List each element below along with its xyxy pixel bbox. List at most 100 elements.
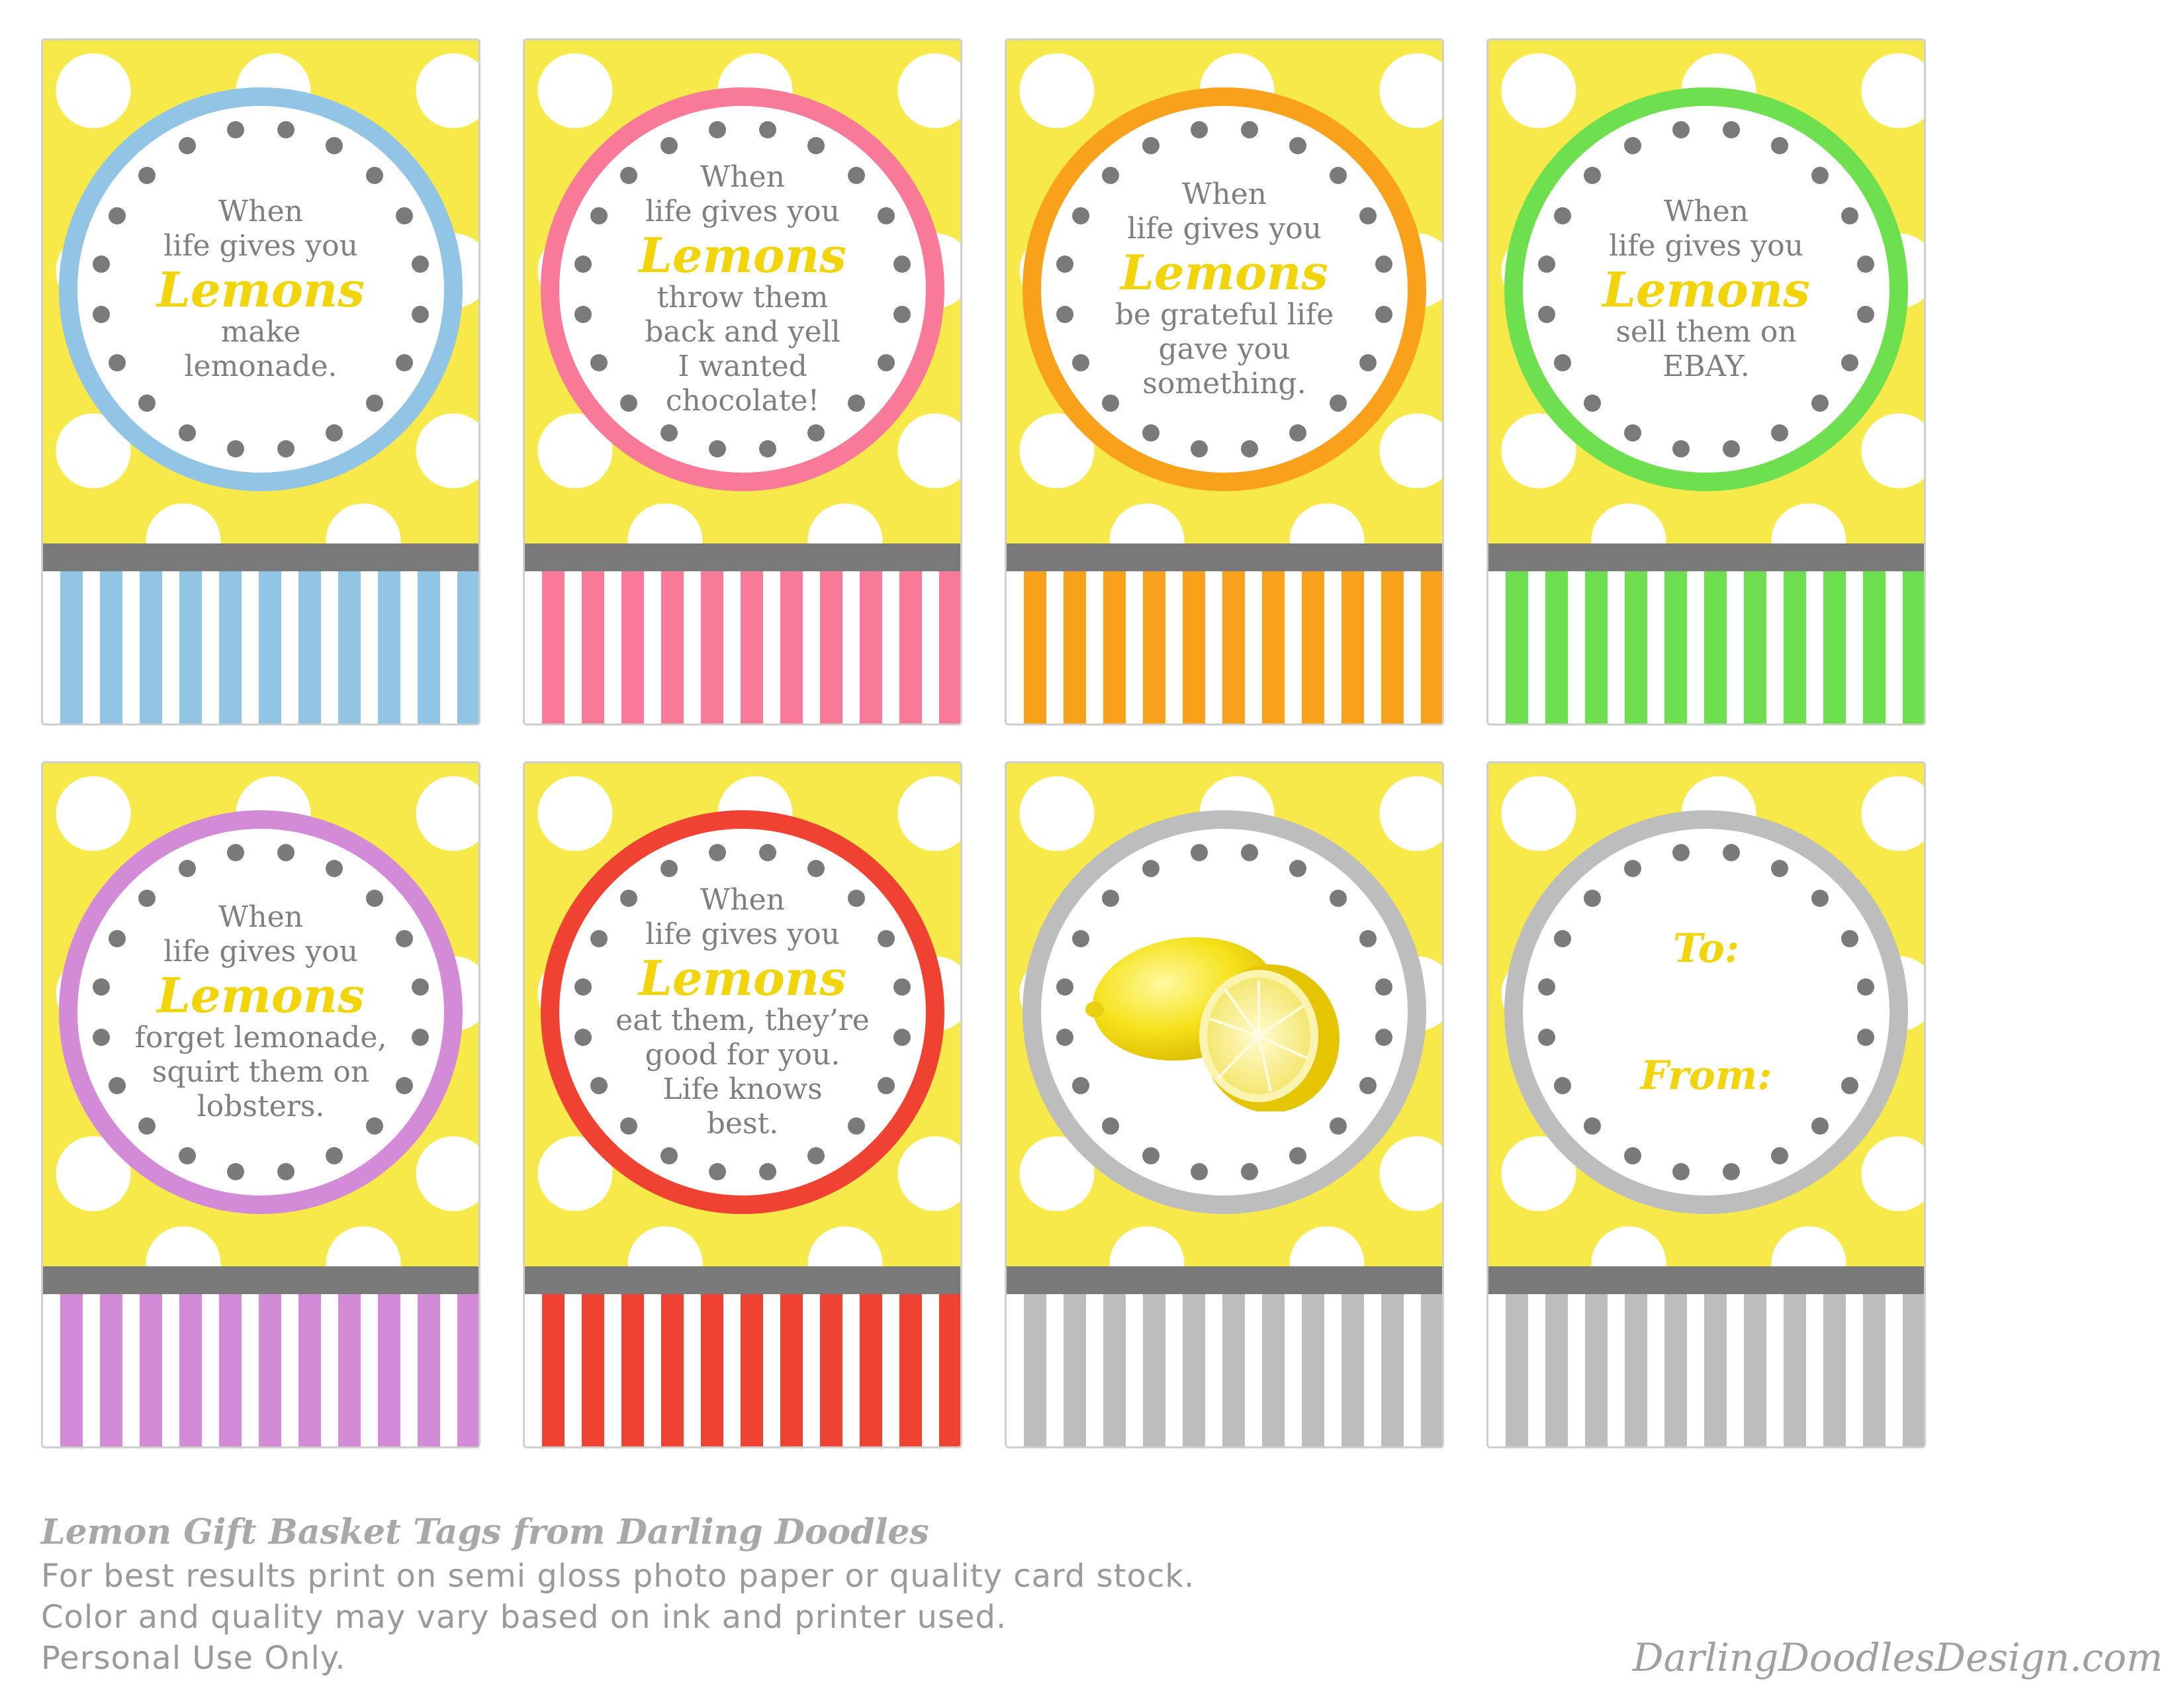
tag-quote: When life gives you Lemons throw them ba… <box>610 160 875 418</box>
ring-dot <box>759 121 777 139</box>
ring-dot <box>619 166 637 184</box>
ring-dot <box>1101 166 1119 184</box>
ring-dot <box>619 889 637 907</box>
ring-dot <box>878 1076 895 1094</box>
ring-dot <box>807 136 825 154</box>
ring-dot <box>179 424 197 442</box>
ring-dot <box>1538 978 1556 996</box>
ring-dot <box>1856 306 1874 324</box>
ring-dot <box>1672 1162 1690 1180</box>
ring-dot <box>1841 353 1859 371</box>
quote-line: chocolate! <box>665 384 820 418</box>
tag-green: When life gives you Lemons sell them on … <box>1486 38 1926 726</box>
ring-dot <box>1770 424 1788 442</box>
footer: Lemon Gift Basket Tags from Darling Dood… <box>41 1509 1195 1679</box>
dot-ring <box>77 106 444 473</box>
ring-dot <box>1553 1076 1571 1094</box>
ring-dot <box>1841 1076 1859 1094</box>
dot-ring <box>559 106 926 473</box>
tag-purple: When life gives you Lemons forget lemona… <box>41 761 480 1448</box>
dot-ring <box>1041 106 1408 473</box>
ring-dot <box>708 844 726 862</box>
ring-dot <box>1101 1117 1119 1135</box>
ring-dot <box>1538 255 1556 273</box>
ring-dot <box>574 306 592 324</box>
stripe-band <box>43 1294 478 1446</box>
ring-dot <box>325 1147 343 1165</box>
quote-line: When <box>700 883 785 917</box>
ring-dot <box>1723 121 1741 139</box>
ring-dot <box>1538 1029 1556 1047</box>
ring-dot <box>93 306 111 324</box>
ring-dot <box>1723 844 1741 862</box>
ring-dot <box>93 978 111 996</box>
ring-dot <box>1841 207 1859 225</box>
to-from-block: To: From: <box>1607 925 1805 1100</box>
gray-band <box>1007 1266 1442 1294</box>
quote-line: life gives you <box>1609 229 1803 263</box>
ring-dot <box>396 353 414 371</box>
ring-dot <box>574 1029 592 1047</box>
ring-dot <box>1056 978 1074 996</box>
quote-line: life gives you <box>1127 212 1322 246</box>
ring-dot <box>574 978 592 996</box>
stripe-band <box>43 571 478 724</box>
ring-dot <box>590 207 608 225</box>
tag-quote: When life gives you Lemons make lemonade… <box>128 195 393 384</box>
quote-line: EBAY. <box>1662 350 1750 383</box>
ring-dot <box>1359 1076 1377 1094</box>
tag-gray-to-from: To: From: <box>1486 761 1926 1448</box>
ring-dot <box>619 1117 637 1135</box>
ring-dot <box>708 121 726 139</box>
ring-dot <box>138 166 156 184</box>
ring-dot <box>138 1117 156 1135</box>
quote-line: gave you <box>1158 332 1291 366</box>
ring-dot <box>1071 1076 1089 1094</box>
ring-dot <box>1056 255 1074 273</box>
ring-dot <box>893 306 911 324</box>
ring-dot <box>1375 306 1392 324</box>
medallion: When life gives you Lemons make lemonade… <box>59 87 463 491</box>
ring-dot <box>1056 306 1074 324</box>
ring-dot <box>878 207 895 225</box>
footer-line: Personal Use Only. <box>41 1640 346 1677</box>
quote-line: good for you. <box>645 1038 841 1072</box>
ring-dot <box>1289 424 1306 442</box>
ring-dot <box>1811 166 1829 184</box>
website-label: DarlingDoodlesDesign.com <box>1633 1635 2163 1680</box>
dot-ring <box>559 829 926 1196</box>
ring-dot <box>893 255 911 273</box>
ring-dot <box>1241 844 1259 862</box>
ring-dot <box>893 978 911 996</box>
ring-dot <box>590 930 608 948</box>
ring-dot <box>396 207 414 225</box>
ring-dot <box>1190 844 1208 862</box>
ring-dot <box>1553 207 1571 225</box>
stripe-band <box>1007 1294 1442 1446</box>
ring-dot <box>1553 930 1571 948</box>
ring-dot <box>660 136 678 154</box>
ring-dot <box>1071 930 1089 948</box>
ring-dot <box>590 353 608 371</box>
ring-dot <box>619 395 637 412</box>
quote-line: be grateful life <box>1115 298 1334 332</box>
ring-dot <box>893 1029 911 1047</box>
stripe-band <box>1488 1294 1924 1446</box>
ring-dot <box>1190 440 1208 457</box>
footer-line: Color and quality may vary based on ink … <box>41 1599 1007 1636</box>
stripe-band <box>1488 571 1924 724</box>
quote-line: When <box>218 195 303 228</box>
ring-dot <box>179 136 197 154</box>
ring-dot <box>848 395 866 412</box>
ring-dot <box>1071 353 1089 371</box>
gray-band <box>525 543 960 571</box>
ring-dot <box>1375 1029 1392 1047</box>
ring-dot <box>1375 255 1392 273</box>
quote-line: life gives you <box>163 935 358 968</box>
tag-quote: When life gives you Lemons forget lemona… <box>128 900 393 1124</box>
to-label: To: <box>1673 925 1739 972</box>
ring-dot <box>1330 889 1347 907</box>
ring-dot <box>366 1117 384 1135</box>
quote-line: lobsters. <box>197 1090 325 1123</box>
ring-dot <box>277 844 295 862</box>
